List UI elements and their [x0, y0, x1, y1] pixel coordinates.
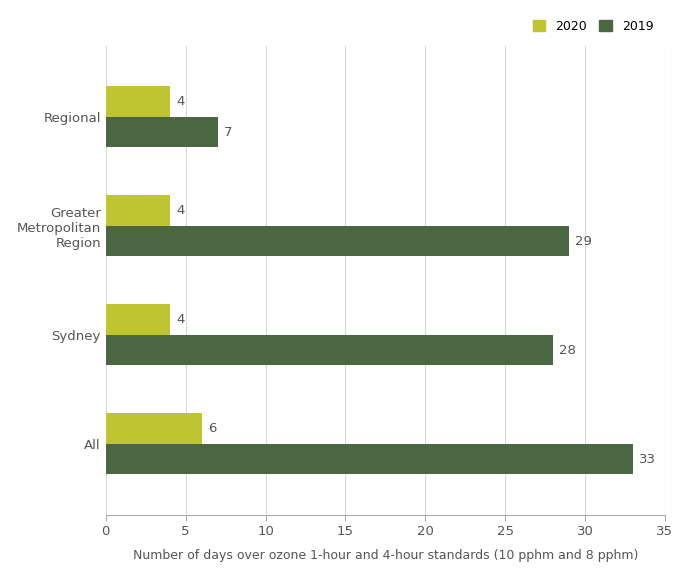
Text: 33: 33 — [639, 453, 656, 466]
Legend: 2020, 2019: 2020, 2019 — [528, 15, 658, 38]
Text: 6: 6 — [208, 422, 217, 435]
Bar — [106, 335, 553, 365]
Bar — [106, 86, 170, 117]
Text: 4: 4 — [176, 204, 184, 217]
Bar — [106, 413, 201, 444]
X-axis label: Number of days over ozone 1-hour and 4-hour standards (10 pphm and 8 pphm): Number of days over ozone 1-hour and 4-h… — [132, 549, 638, 562]
Text: 28: 28 — [560, 344, 576, 357]
Text: 4: 4 — [176, 95, 184, 108]
Text: 7: 7 — [224, 126, 233, 139]
Bar — [106, 305, 170, 335]
Bar — [106, 196, 170, 226]
Text: 29: 29 — [575, 234, 592, 248]
Bar — [106, 117, 217, 148]
Bar — [106, 226, 569, 256]
Text: 4: 4 — [176, 313, 184, 326]
Bar — [106, 444, 633, 474]
